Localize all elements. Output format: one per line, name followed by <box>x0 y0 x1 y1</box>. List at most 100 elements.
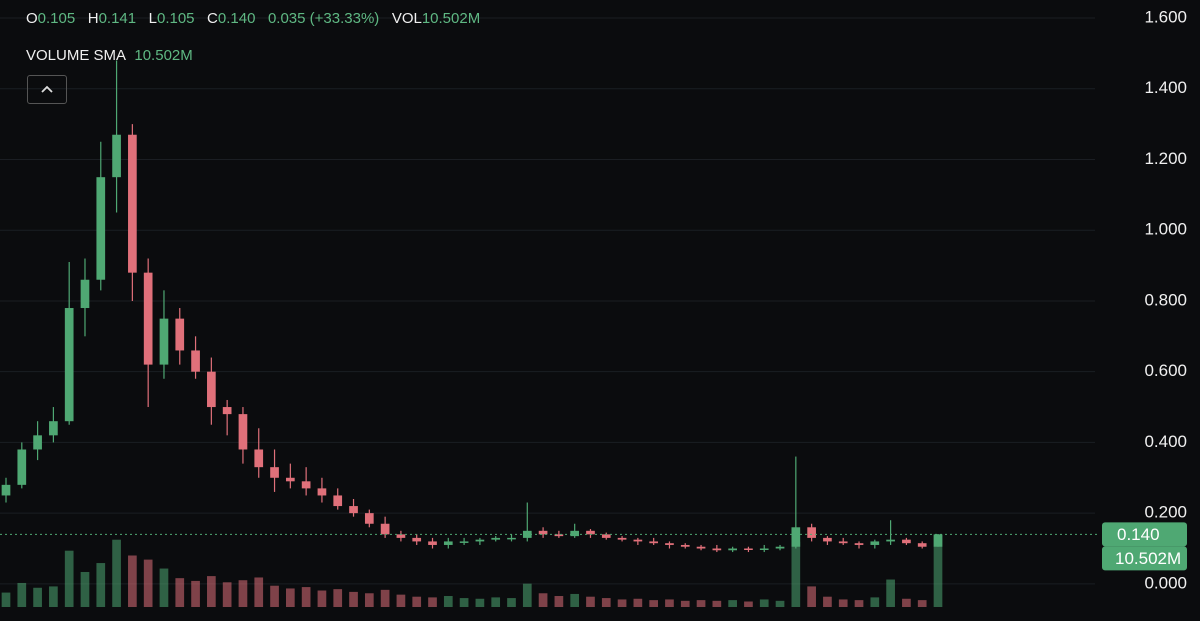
volume-bar <box>80 571 90 607</box>
volume-bar <box>459 598 469 607</box>
candle-body <box>886 539 895 542</box>
volume-bar <box>712 600 722 607</box>
candle-body <box>333 495 343 507</box>
y-tick-label: 0.000 <box>1144 573 1187 592</box>
volume-bar <box>1 592 11 607</box>
candle-body <box>902 539 911 544</box>
candle-body <box>175 318 185 351</box>
volume-bar <box>791 541 801 607</box>
candle-body <box>759 548 769 551</box>
candle-body <box>823 537 832 542</box>
volume-bar <box>554 596 564 607</box>
candle-body <box>285 477 295 482</box>
ohlc-legend: O0.105 H0.141 L0.105 C0.140 0.035 (+33.3… <box>26 10 480 27</box>
volume-bar <box>396 594 406 607</box>
y-tick-label: 0.200 <box>1144 503 1187 522</box>
y-tick-label: 1.000 <box>1144 220 1187 239</box>
candle-body <box>554 534 564 537</box>
candle-body <box>349 506 358 514</box>
candle-body <box>570 530 580 537</box>
candle-body <box>49 421 58 436</box>
volume-bar <box>665 599 674 607</box>
candle-body <box>538 530 548 535</box>
volume-bar <box>112 539 121 607</box>
volume-bar <box>633 598 643 607</box>
volume-bar <box>301 587 311 607</box>
chevron-icon <box>41 85 53 93</box>
candle-body <box>601 534 611 538</box>
vol-value: 10.502M <box>421 10 481 27</box>
high-value: 0.141 <box>98 10 137 27</box>
candle-body <box>96 177 106 280</box>
volume-bar <box>333 589 343 607</box>
candle-body <box>680 544 690 547</box>
volume-bar <box>522 583 532 607</box>
volume-bar <box>64 550 74 607</box>
candle-body <box>522 530 532 538</box>
candle-body <box>222 407 232 415</box>
candle-body <box>917 543 927 547</box>
volume-bar <box>601 598 611 607</box>
candle-body <box>696 546 706 549</box>
open-label: O <box>26 10 38 27</box>
candle-body <box>838 541 848 544</box>
candle-body <box>744 548 753 551</box>
volume-bar <box>759 599 769 607</box>
candle-body <box>507 537 516 540</box>
collapse-button[interactable] <box>27 75 67 104</box>
price-tag: 0.140 <box>1117 525 1160 544</box>
volume-bar <box>49 586 58 607</box>
volume-bar <box>854 600 864 607</box>
volume-bar <box>617 599 627 607</box>
volume-bar <box>538 593 548 607</box>
volume-bar <box>507 598 516 607</box>
candle-body <box>143 272 153 365</box>
candle-body <box>617 537 627 540</box>
sma-label: VOLUME SMA <box>26 47 127 64</box>
close-value: 0.140 <box>217 10 256 27</box>
volume-bar <box>838 599 848 607</box>
candle-body <box>380 523 390 535</box>
open-value: 0.105 <box>37 10 76 27</box>
volume-bar <box>902 598 911 607</box>
y-tick-label: 0.800 <box>1144 290 1187 309</box>
volume-bar <box>17 582 27 607</box>
candle-body <box>159 318 169 365</box>
high-label: H <box>87 10 99 27</box>
volume-bar <box>238 580 248 607</box>
candle-body <box>396 534 406 538</box>
candle-body <box>80 279 90 309</box>
volume-bar <box>254 577 264 607</box>
candle-body <box>854 543 864 545</box>
volume-bar <box>870 597 880 607</box>
candle-body <box>459 541 469 543</box>
volume-bar <box>775 600 785 607</box>
candle-body <box>807 527 816 538</box>
volume-bar <box>143 559 153 607</box>
sma-value: 10.502M <box>134 47 193 64</box>
volume-bar <box>570 593 580 607</box>
candle-body <box>112 134 121 178</box>
volume-bar <box>207 576 216 607</box>
candle-body <box>586 530 595 535</box>
volume-bar <box>744 601 753 607</box>
volume-bar <box>317 590 327 607</box>
y-tick-label: 1.200 <box>1144 149 1187 168</box>
candle-body <box>712 548 722 551</box>
candle-body <box>491 537 501 540</box>
volume-bar <box>412 596 422 607</box>
volume-bar <box>175 578 185 607</box>
low-value: 0.105 <box>156 10 195 27</box>
vol-label: VOL <box>391 10 422 27</box>
change-pct: (+33.33%) <box>309 10 380 27</box>
volume-bar <box>222 582 232 607</box>
candle-body <box>791 527 801 547</box>
low-label: L <box>148 10 157 27</box>
volume-bar <box>886 579 895 607</box>
volume-bar <box>443 596 453 607</box>
candle-body <box>64 308 74 422</box>
volume-bar <box>96 563 106 607</box>
volume-bar <box>696 600 706 607</box>
volume-bar <box>728 600 737 607</box>
